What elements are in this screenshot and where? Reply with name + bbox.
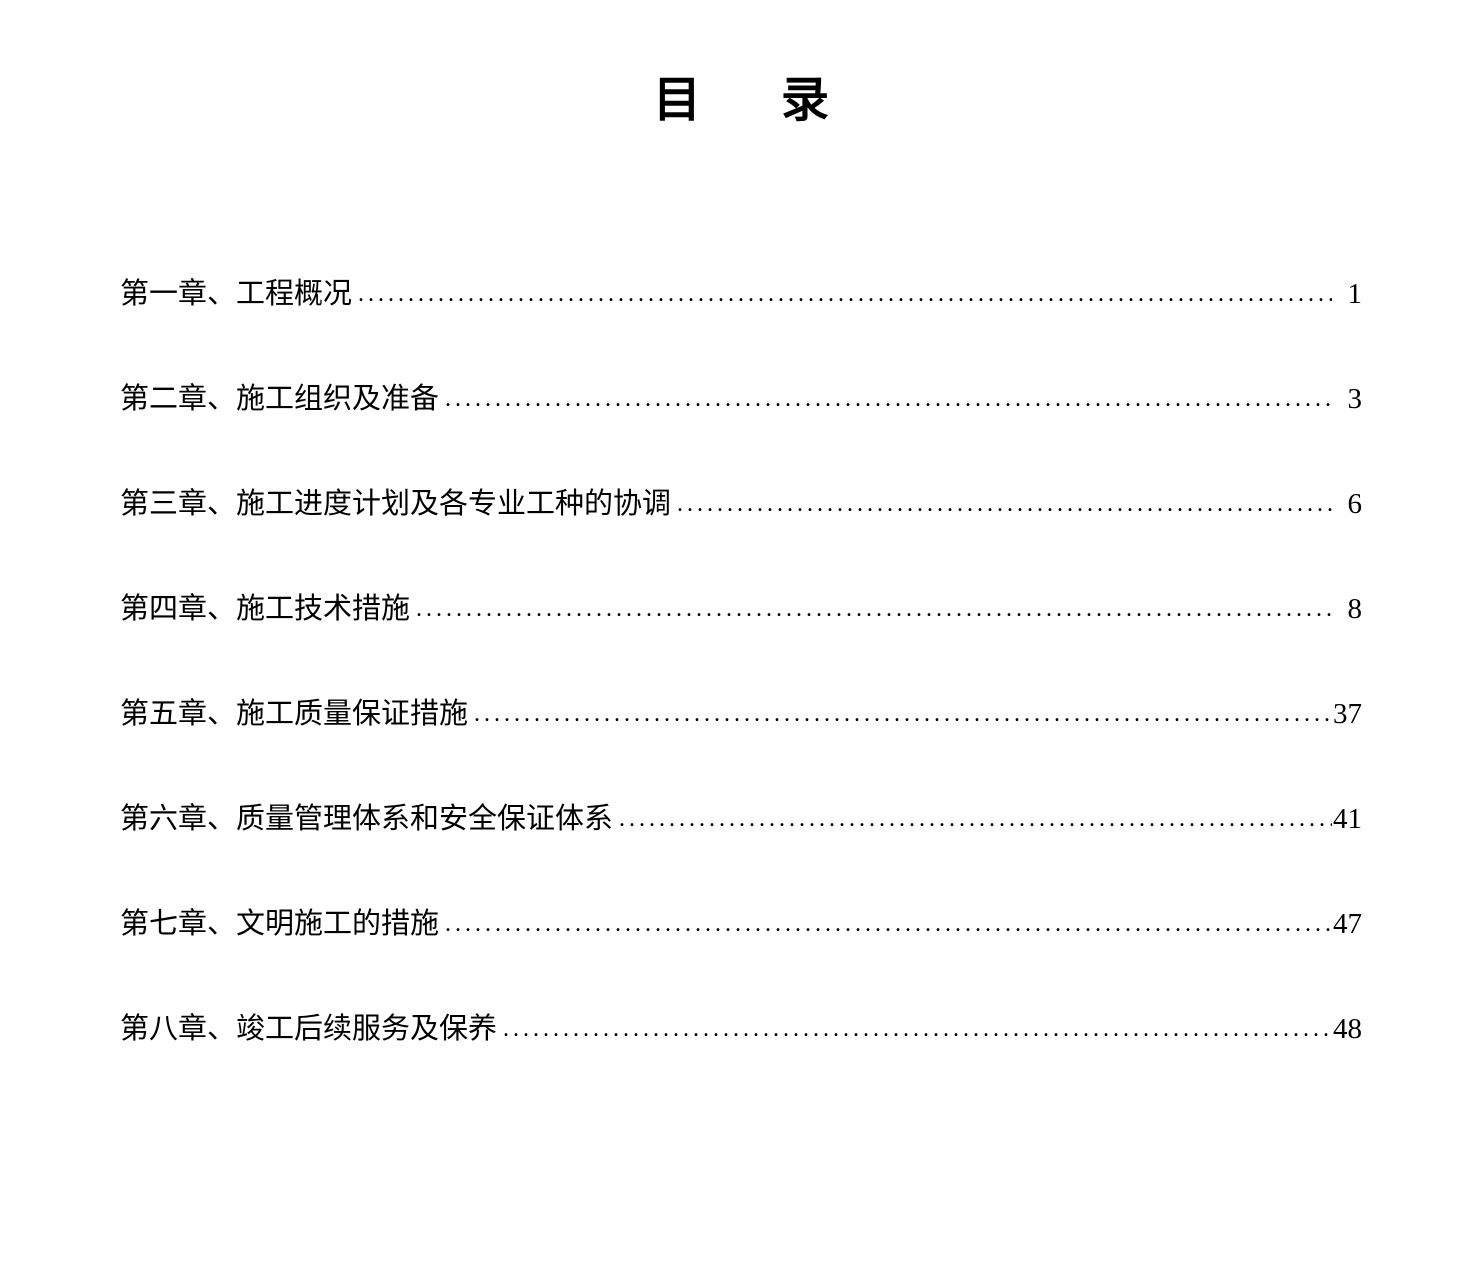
toc-list: 第一章、工程概况 1 第二章、施工组织及准备 3 第三章、施工进度计划及各专业工…	[120, 270, 1362, 1047]
toc-entry-label: 第四章、施工技术措施	[120, 585, 410, 627]
toc-dots	[410, 596, 1332, 623]
toc-entry: 第二章、施工组织及准备 3	[120, 375, 1362, 417]
toc-entry-label: 第二章、施工组织及准备	[120, 375, 439, 417]
toc-entry: 第一章、工程概况 1	[120, 270, 1362, 312]
toc-entry-page: 41	[1332, 803, 1362, 836]
toc-entry-page: 8	[1332, 593, 1362, 626]
toc-dots	[439, 911, 1332, 938]
toc-entry: 第三章、施工进度计划及各专业工种的协调 6	[120, 480, 1362, 522]
toc-entry-label: 第七章、文明施工的措施	[120, 900, 439, 942]
toc-dots	[613, 806, 1332, 833]
toc-dots	[497, 1016, 1332, 1043]
toc-entry-label: 第八章、竣工后续服务及保养	[120, 1005, 497, 1047]
toc-entry-page: 3	[1332, 383, 1362, 416]
toc-dots	[468, 701, 1332, 728]
toc-entry-label: 第六章、质量管理体系和安全保证体系	[120, 795, 613, 837]
toc-entry: 第六章、质量管理体系和安全保证体系 41	[120, 795, 1362, 837]
toc-entry-page: 1	[1332, 278, 1362, 311]
toc-entry: 第四章、施工技术措施 8	[120, 585, 1362, 627]
toc-title: 目录	[120, 60, 1362, 130]
toc-entry-page: 48	[1332, 1013, 1362, 1046]
toc-entry-label: 第一章、工程概况	[120, 270, 352, 312]
toc-entry: 第八章、竣工后续服务及保养 48	[120, 1005, 1362, 1047]
toc-entry-label: 第五章、施工质量保证措施	[120, 690, 468, 732]
toc-entry: 第七章、文明施工的措施 47	[120, 900, 1362, 942]
toc-entry: 第五章、施工质量保证措施 37	[120, 690, 1362, 732]
toc-dots	[352, 281, 1332, 308]
toc-entry-label: 第三章、施工进度计划及各专业工种的协调	[120, 480, 671, 522]
toc-dots	[671, 491, 1332, 518]
toc-dots	[439, 386, 1332, 413]
toc-entry-page: 47	[1332, 908, 1362, 941]
toc-entry-page: 6	[1332, 488, 1362, 521]
toc-entry-page: 37	[1332, 698, 1362, 731]
